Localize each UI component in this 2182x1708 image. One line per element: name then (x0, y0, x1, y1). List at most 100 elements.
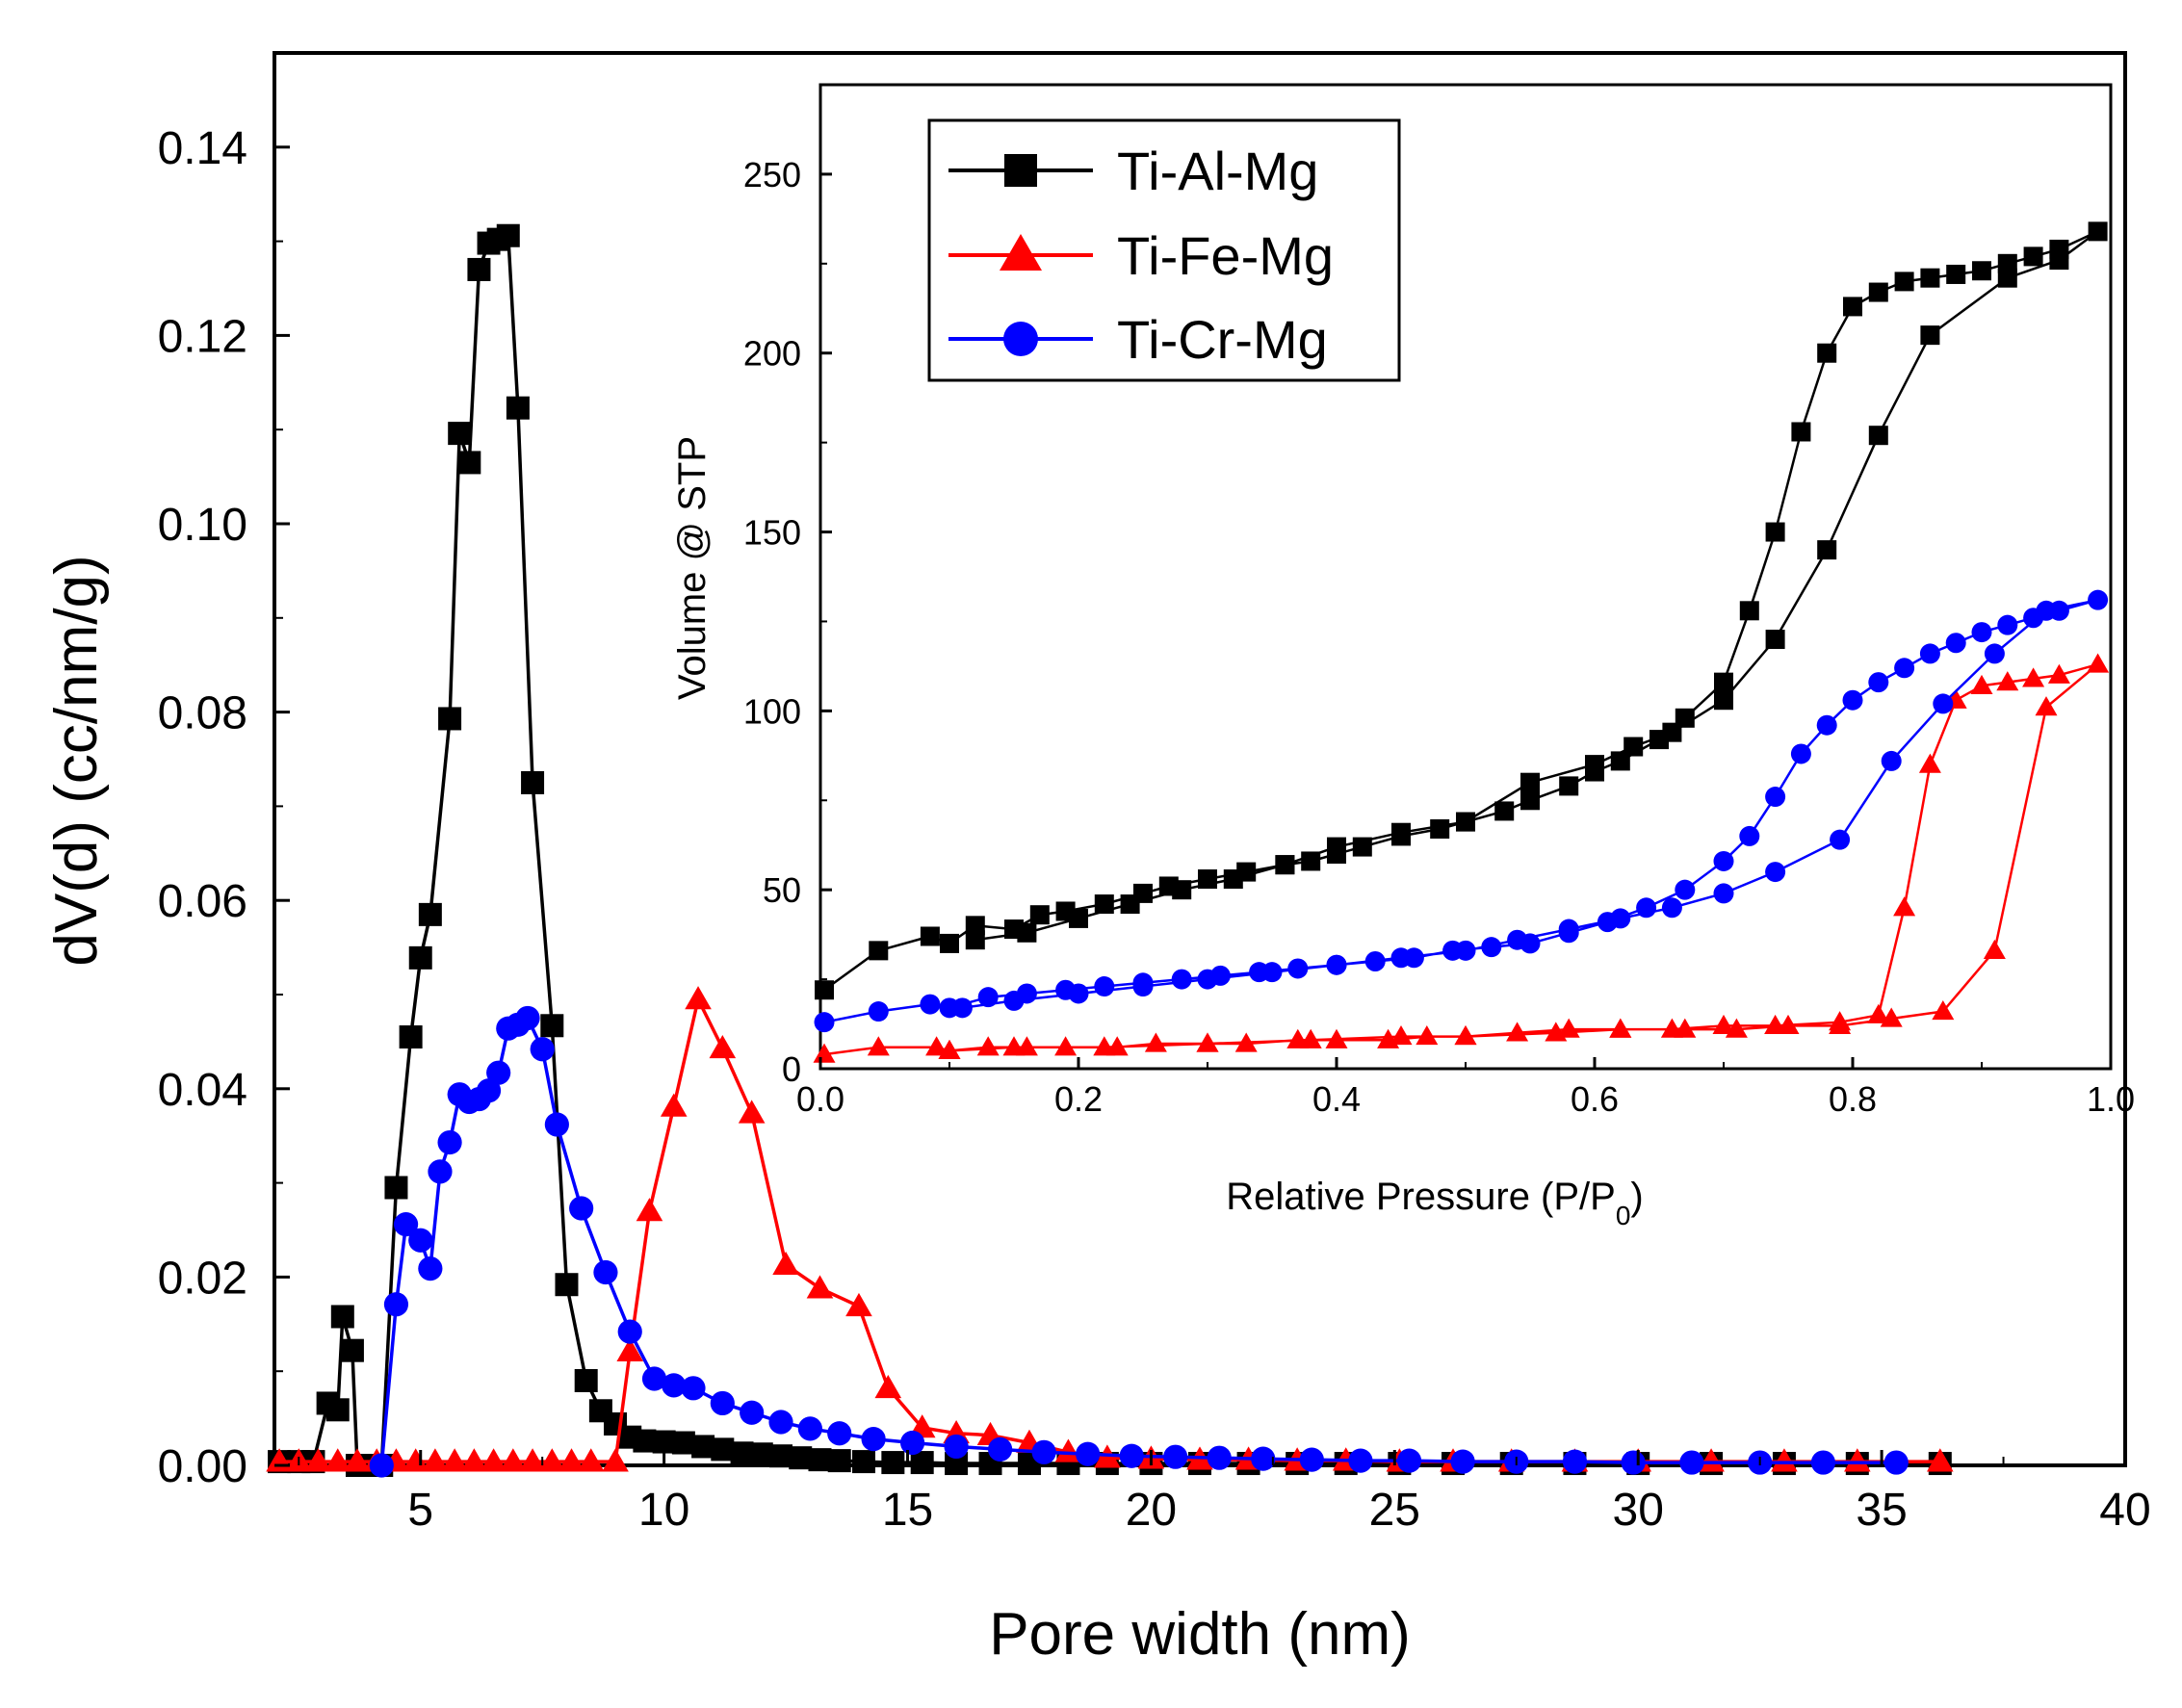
main-point-ti-cr-mg (768, 1410, 793, 1435)
inset-point-ti-al-mg (1739, 601, 1759, 621)
inset-point-ti-al-mg (1069, 908, 1088, 928)
inset-point-ti-al-mg (2023, 246, 2043, 267)
inset-point-ti-cr-mg (1894, 658, 1915, 679)
main-point-ti-al-mg (384, 1176, 408, 1200)
inset-point-ti-al-mg (815, 980, 835, 1000)
main-point-ti-fe-mg (874, 1375, 902, 1399)
inset-point-ti-cr-mg (977, 987, 999, 1008)
main-point-ti-cr-mg (408, 1228, 433, 1253)
inset-x-tick-label: 0.2 (1054, 1079, 1103, 1119)
inset-point-ti-cr-mg (1945, 633, 1966, 654)
main-point-ti-fe-mg (709, 1034, 737, 1059)
main-point-ti-cr-mg (617, 1319, 642, 1344)
inset-point-ti-al-mg (1559, 776, 1579, 796)
main-point-ti-cr-mg (1450, 1449, 1475, 1474)
inset-point-ti-al-mg (940, 933, 959, 953)
inset-y-tick-label: 100 (743, 691, 801, 731)
inset-x-axis-title: Relative Pressure (P/P0) (1226, 1176, 1644, 1230)
main-point-ti-cr-mg (515, 1005, 540, 1031)
main-series-ti-cr-mg (369, 1005, 1909, 1478)
main-point-ti-al-mg (769, 1444, 793, 1468)
inset-point-ti-cr-mg (1933, 693, 1954, 714)
main-point-ti-cr-mg (1119, 1443, 1144, 1468)
main-point-ti-cr-mg (1299, 1447, 1324, 1472)
main-x-tick-label: 30 (1613, 1485, 1664, 1536)
inset-point-ti-cr-mg (1765, 862, 1786, 883)
inset-point-ti-al-mg (1868, 282, 1888, 302)
main-point-ti-al-mg (540, 1014, 564, 1038)
inset-point-ti-al-mg (1520, 772, 1540, 792)
inset-point-ti-al-mg (1494, 801, 1515, 821)
inset-point-ti-fe-mg (1390, 1025, 1413, 1046)
inset-point-ti-al-mg (1301, 851, 1321, 871)
inset-x-axis-title-end: ) (1630, 1176, 1643, 1218)
inset-point-ti-cr-mg (1790, 743, 1811, 764)
inset-point-ti-cr-mg (1881, 750, 1902, 771)
inset-point-ti-al-mg (1520, 790, 1540, 811)
inset-y-tick-label: 250 (743, 155, 801, 194)
inset-point-ti-cr-mg (1713, 850, 1734, 871)
main-point-ti-cr-mg (418, 1255, 443, 1281)
inset-point-ti-cr-mg (1971, 622, 1992, 643)
inset-point-ti-fe-mg (1712, 1014, 1735, 1035)
legend-entry-ti-al-mg: Ti-Al-Mg (948, 141, 1318, 201)
main-point-ti-cr-mg (1810, 1450, 1836, 1475)
main-point-ti-fe-mg (845, 1292, 872, 1317)
inset-point-ti-fe-mg (1725, 1018, 1748, 1038)
inset-point-ti-cr-mg (951, 997, 973, 1019)
inset-point-ti-al-mg (869, 941, 889, 961)
inset-point-ti-cr-mg (1326, 954, 1347, 975)
main-point-ti-fe-mg (772, 1251, 799, 1276)
main-point-ti-cr-mg (1883, 1450, 1909, 1475)
main-point-ti-al-mg (691, 1435, 715, 1459)
inset-point-ti-fe-mg (1545, 1022, 1568, 1042)
inset-point-ti-fe-mg (925, 1036, 948, 1056)
main-y-tick-label: 0.00 (158, 1441, 247, 1492)
inset-point-ti-al-mg (1817, 540, 1837, 560)
inset-y-tick-label: 200 (743, 334, 801, 374)
inset-point-ti-cr-mg (1287, 958, 1309, 979)
inset-point-ti-fe-mg (1918, 753, 1941, 773)
inset-point-ti-cr-mg (1390, 947, 1412, 969)
main-point-ti-cr-mg (988, 1436, 1013, 1462)
inset-point-ti-al-mg (1843, 297, 1862, 317)
inset-point-ti-al-mg (1327, 837, 1346, 857)
main-point-ti-fe-mg (460, 1448, 488, 1472)
main-point-ti-cr-mg (383, 1292, 409, 1317)
inset-point-ti-cr-mg (1984, 643, 2005, 664)
main-point-ti-fe-mg (1054, 1438, 1082, 1462)
inset-point-ti-cr-mg (2036, 600, 2057, 621)
inset-point-ti-cr-mg (1610, 908, 1631, 929)
inset-point-ti-fe-mg (938, 1039, 961, 1060)
inset-plot: 0.0 0.2 0.4 0.6 0.8 1.0 0 50 100 150 200 250 Relati… (671, 83, 2135, 1230)
inset-point-ti-fe-mg (1996, 671, 2019, 691)
main-x-tick-label: 35 (1856, 1485, 1907, 1536)
legend-square-marker (1004, 154, 1037, 187)
main-point-ti-al-mg (340, 1338, 364, 1362)
main-point-ti-al-mg (574, 1368, 598, 1392)
legend-circle-marker (1003, 322, 1038, 356)
legend-label-ti-fe-mg: Ti-Fe-Mg (1117, 225, 1334, 286)
inset-point-ti-cr-mg (1455, 940, 1476, 961)
inset-point-ti-fe-mg (1829, 1014, 1852, 1035)
main-point-ti-al-mg (555, 1273, 579, 1297)
main-point-ti-fe-mg (441, 1448, 468, 1472)
inset-point-ti-al-mg (1198, 869, 1217, 890)
inset-point-ti-al-mg (1172, 880, 1192, 900)
legend-triangle-marker (1000, 234, 1042, 271)
inset-point-ti-al-mg (1972, 261, 1991, 281)
main-point-ti-al-mg (808, 1448, 832, 1472)
main-point-ti-al-mg (408, 945, 432, 970)
main-point-ti-cr-mg (544, 1112, 569, 1137)
inset-point-ti-cr-mg (1261, 962, 1283, 983)
inset-point-ti-al-mg (2049, 250, 2069, 271)
inset-point-ti-cr-mg (1739, 825, 1760, 846)
inset-point-ti-al-mg (920, 926, 940, 946)
inset-point-ti-cr-mg (814, 1012, 835, 1033)
main-point-ti-cr-mg (1679, 1450, 1704, 1475)
inset-point-ti-al-mg (1791, 422, 1811, 442)
main-point-ti-al-mg (418, 902, 442, 926)
inset-point-ti-al-mg (1585, 755, 1604, 775)
inset-point-ti-al-mg (1223, 869, 1243, 890)
